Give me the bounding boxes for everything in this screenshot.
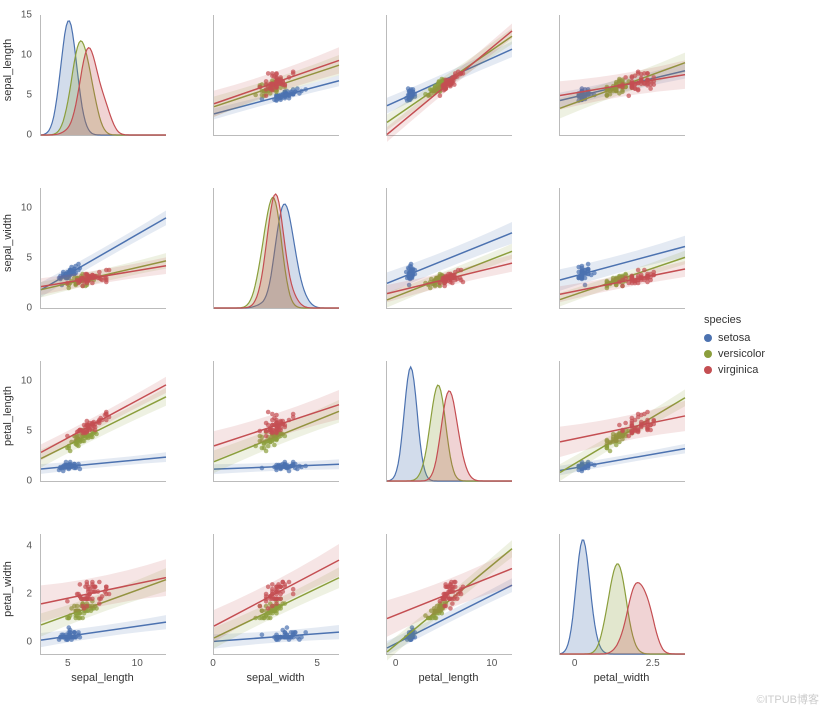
- y-ticks: 0510: [10, 361, 36, 481]
- plot-area: [40, 188, 166, 309]
- panel-r2-c3: [529, 356, 684, 511]
- x-ticks: 010: [386, 658, 511, 670]
- panel-r2-c0: petal_length0510: [10, 356, 165, 511]
- plot-area: [559, 361, 685, 482]
- plot-area: [40, 15, 166, 136]
- plot-area: [213, 534, 339, 655]
- plot-area: [559, 188, 685, 309]
- dot-icon: [704, 350, 712, 358]
- legend-item-virginica: virginica: [704, 364, 765, 376]
- panel-r0-c3: [529, 10, 684, 165]
- y-ticks: 024: [10, 534, 36, 654]
- x-ticks: 510: [40, 658, 165, 670]
- x-axis-label: sepal_width: [213, 672, 338, 684]
- panel-r1-c0: sepal_width0510: [10, 183, 165, 338]
- legend: species setosa versicolor virginica: [704, 314, 765, 380]
- plot-area: [386, 361, 512, 482]
- plot-area: [559, 534, 685, 655]
- legend-label: virginica: [718, 364, 758, 376]
- x-ticks: 05: [213, 658, 338, 670]
- panel-r1-c2: [356, 183, 511, 338]
- x-axis-label: petal_width: [559, 672, 684, 684]
- legend-label: versicolor: [718, 348, 765, 360]
- x-axis-label: sepal_length: [40, 672, 165, 684]
- y-ticks: 0510: [10, 188, 36, 308]
- pairplot-grid: sepal_length051015sepal_width0510petal_l…: [10, 10, 684, 684]
- plot-area: [213, 361, 339, 482]
- legend-item-versicolor: versicolor: [704, 348, 765, 360]
- dot-icon: [704, 334, 712, 342]
- x-axis-label: petal_length: [386, 672, 511, 684]
- panel-r0-c2: [356, 10, 511, 165]
- legend-title: species: [704, 314, 765, 326]
- panel-r3-c0: petal_width024sepal_length510: [10, 529, 165, 684]
- plot-area: [40, 361, 166, 482]
- dot-icon: [704, 366, 712, 374]
- plot-area: [559, 15, 685, 136]
- plot-area: [386, 534, 512, 655]
- panel-r0-c0: sepal_length051015: [10, 10, 165, 165]
- panel-r3-c1: sepal_width 05: [183, 529, 338, 684]
- plot-area: [213, 15, 339, 136]
- plot-area: [40, 534, 166, 655]
- plot-area: [386, 188, 512, 309]
- watermark: ©ITPUB博客: [757, 691, 820, 707]
- panel-r2-c2: [356, 356, 511, 511]
- panel-r0-c1: [183, 10, 338, 165]
- panel-r3-c2: petal_length 010: [356, 529, 511, 684]
- legend-label: setosa: [718, 332, 750, 344]
- panel-r1-c3: [529, 183, 684, 338]
- panel-r1-c1: [183, 183, 338, 338]
- x-ticks: 02.5: [559, 658, 684, 670]
- y-ticks: 051015: [10, 15, 36, 135]
- panel-r3-c3: petal_width 02.5: [529, 529, 684, 684]
- legend-item-setosa: setosa: [704, 332, 765, 344]
- plot-area: [386, 15, 512, 136]
- panel-r2-c1: [183, 356, 338, 511]
- plot-area: [213, 188, 339, 309]
